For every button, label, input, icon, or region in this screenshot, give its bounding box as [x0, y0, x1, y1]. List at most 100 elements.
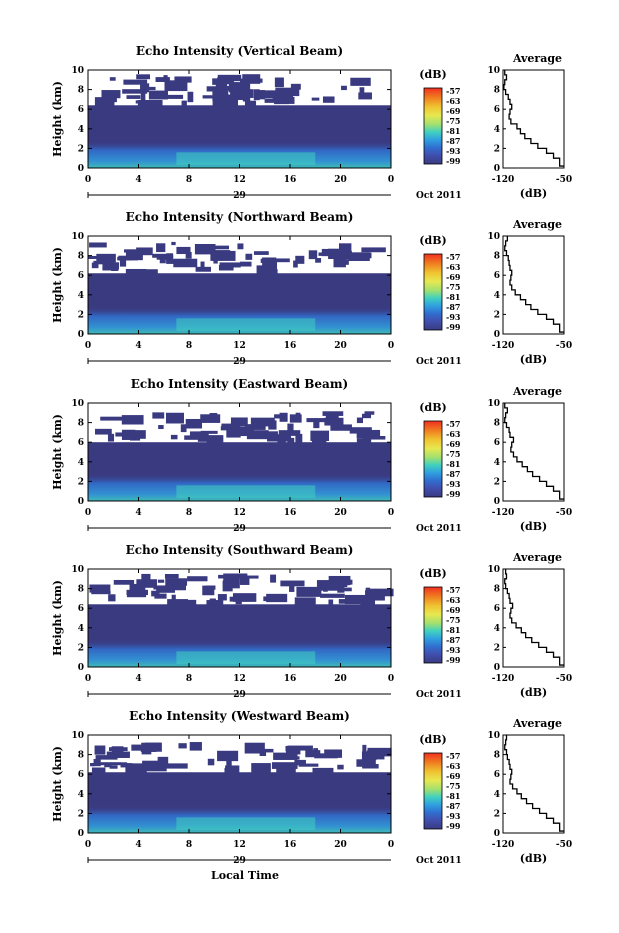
y-tick-label: 8: [78, 419, 84, 429]
profile-y-tick-label: 10: [487, 66, 500, 76]
panel-title: Echo Intensity (Westward Beam): [129, 709, 350, 723]
echo-patch: [356, 417, 364, 424]
x-tick-label: 16: [284, 341, 297, 351]
y-tick-label: 0: [78, 829, 84, 839]
profile-x-tick-label: -120: [492, 508, 515, 518]
echo-patch: [126, 593, 147, 598]
echo-patch: [136, 74, 151, 80]
y-tick-label: 6: [78, 770, 84, 780]
echo-patch: [94, 745, 106, 755]
echo-patch: [367, 747, 392, 757]
echo-patch: [217, 750, 239, 762]
echo-patch: [125, 268, 147, 279]
echo-patch: [287, 423, 294, 433]
echo-patch: [207, 758, 215, 766]
echo-patch: [290, 83, 301, 90]
echo-patch: [100, 416, 127, 421]
profile-line: [504, 236, 564, 333]
echo-patch: [312, 437, 327, 443]
profile-y-tick-label: 0: [494, 164, 500, 174]
echo-patch: [153, 586, 180, 590]
profile-title: Average: [512, 218, 562, 231]
profile-x-label: (dB): [520, 353, 547, 366]
echo-patch: [350, 77, 371, 86]
radar-panel-3: Echo Intensity (Southward Beam) 0 2 4 6 8 10 He…: [51, 543, 572, 700]
echo-patch: [237, 243, 244, 250]
echo-patch: [271, 762, 298, 769]
echo-patch: [109, 747, 128, 752]
profile-y-tick-label: 6: [494, 604, 500, 614]
y-tick-label: 10: [71, 399, 84, 409]
echo-patch: [126, 95, 141, 99]
echo-patch: [333, 257, 346, 268]
echo-patch: [117, 256, 138, 261]
x-tick-label: 12: [233, 508, 246, 518]
y-tick-label: 0: [78, 497, 84, 507]
echo-patch: [248, 433, 271, 439]
echo-patch: [313, 419, 320, 429]
echo-patch: [232, 426, 254, 437]
colorbar-tick-label: -69: [446, 605, 461, 615]
echo-patch: [213, 254, 218, 264]
profile-x-tick-label: -50: [556, 175, 572, 185]
x-tick-label: 8: [186, 175, 192, 185]
x-tick-label: 4: [135, 674, 141, 684]
x-axis-label: Local Time: [211, 869, 279, 882]
echo-patch: [174, 76, 192, 83]
profile-x-label: (dB): [520, 520, 547, 533]
echo-patch: [348, 252, 370, 261]
echo-patch: [368, 588, 394, 597]
echo-patch: [340, 250, 352, 260]
colorbar-tick-label: -63: [446, 595, 461, 605]
radar-panel-0: Echo Intensity (Vertical Beam) 0 2 4 6 8 10 Hei…: [51, 44, 572, 201]
colorbar-tick-label: -69: [446, 771, 461, 781]
echo-patch: [316, 580, 342, 591]
echo-patch: [256, 265, 276, 275]
strong-echo: [176, 318, 316, 332]
colorbar-tick-label: -99: [446, 489, 461, 499]
echo-patch: [165, 578, 188, 586]
echo-patch: [140, 83, 150, 93]
colorbar-tick-label: -99: [446, 156, 461, 166]
echo-patch: [184, 435, 204, 440]
profile-title: Average: [512, 52, 562, 65]
echo-patch: [360, 252, 372, 259]
y-tick-label: 8: [78, 751, 84, 761]
echo-patch: [244, 424, 266, 430]
echo-patch: [310, 430, 329, 441]
echo-patch: [363, 433, 371, 437]
profile-y-tick-label: 0: [494, 497, 500, 507]
date-label: Oct 2011: [416, 524, 462, 534]
echo-patch: [135, 269, 158, 281]
x-tick-label: 0: [85, 341, 91, 351]
echo-patch: [267, 258, 290, 263]
echo-patch: [200, 430, 218, 434]
date-label: Oct 2011: [416, 357, 462, 367]
y-tick-label: 6: [78, 105, 84, 115]
echo-patch: [113, 579, 135, 585]
y-tick-label: 8: [78, 252, 84, 262]
echo-patch: [325, 412, 339, 420]
y-tick-label: 0: [78, 164, 84, 174]
echo-patch: [330, 424, 352, 431]
echo-patch: [344, 594, 370, 605]
y-tick-label: 4: [78, 624, 84, 634]
profile-x-label: (dB): [520, 187, 547, 200]
colorbar-tick-label: -69: [446, 439, 461, 449]
echo-patch: [290, 766, 296, 777]
profile-frame: [502, 402, 565, 502]
profile-x-label: (dB): [520, 686, 547, 699]
echo-patch: [356, 438, 368, 444]
echo-patch: [189, 742, 202, 751]
echo-patch: [210, 250, 236, 261]
echo-patch: [230, 89, 254, 98]
echo-patch: [195, 266, 212, 272]
echo-patch: [318, 252, 335, 256]
colorbar-tick-label: -93: [446, 312, 461, 322]
echo-patch: [273, 752, 298, 760]
echo-patch: [274, 414, 283, 419]
echo-patch: [272, 90, 294, 100]
colorbar-tick-label: -81: [446, 459, 460, 469]
strong-echo: [176, 485, 316, 499]
profile-frame: [502, 734, 565, 834]
